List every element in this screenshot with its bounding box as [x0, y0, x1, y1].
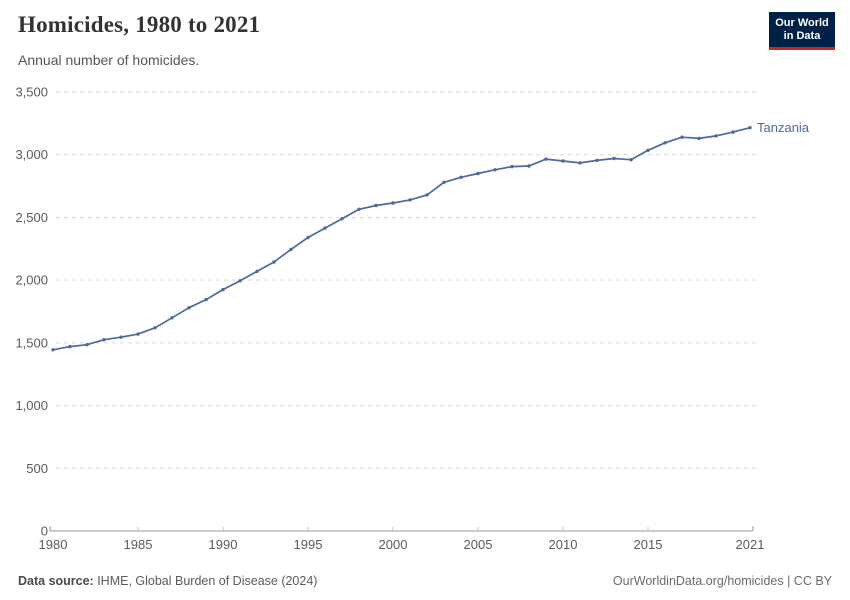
x-tick-label: 2000 [379, 537, 408, 552]
data-point[interactable] [425, 193, 429, 197]
data-point[interactable] [578, 161, 582, 165]
chart-title: Homicides, 1980 to 2021 [18, 12, 261, 37]
y-tick-label: 0 [41, 524, 48, 539]
data-point[interactable] [68, 344, 72, 349]
data-point[interactable] [255, 269, 259, 274]
y-tick-label: 1,500 [15, 335, 48, 350]
data-point[interactable] [102, 338, 106, 342]
data-point[interactable] [306, 235, 310, 240]
data-point[interactable] [663, 141, 667, 145]
x-tick-label: 2005 [464, 537, 493, 552]
license-note: OurWorldinData.org/homicides | CC BY [612, 574, 832, 588]
data-point[interactable] [119, 335, 123, 339]
data-point[interactable] [510, 164, 514, 169]
x-tick-label: 1995 [294, 537, 323, 552]
x-tick-label: 1990 [209, 537, 238, 552]
y-tick-label: 2,000 [15, 273, 48, 288]
x-tick-label: 2015 [634, 537, 663, 552]
data-point[interactable] [595, 158, 599, 163]
y-tick-label: 3,500 [15, 85, 48, 100]
data-source-label: Data source: [18, 574, 94, 588]
data-point[interactable] [714, 134, 718, 138]
data-point[interactable] [357, 207, 361, 211]
x-tick-label: 1980 [39, 537, 68, 552]
chart-footer: Data source: IHME, Global Burden of Dise… [18, 574, 832, 588]
x-tick-label: 2010 [549, 537, 578, 552]
owid-logo: Our World in Data [769, 12, 835, 50]
x-tick-label: 2021 [736, 537, 765, 552]
data-source-text: IHME, Global Burden of Disease (2024) [93, 574, 318, 588]
data-point[interactable] [680, 135, 684, 139]
data-point[interactable] [561, 159, 565, 163]
data-point[interactable] [204, 297, 208, 302]
data-point[interactable] [612, 156, 616, 161]
data-point[interactable] [153, 326, 157, 330]
chart-subtitle: Annual number of homicides. [18, 52, 200, 68]
y-tick-label: 500 [26, 461, 48, 476]
data-point[interactable] [527, 164, 531, 168]
data-point[interactable] [459, 175, 463, 179]
data-point[interactable] [544, 157, 548, 161]
logo-line-1: Our World [775, 16, 829, 29]
y-tick-label: 3,000 [15, 147, 48, 162]
series-label-tanzania[interactable]: Tanzania [757, 120, 810, 135]
data-point[interactable] [136, 332, 140, 336]
data-point[interactable] [51, 348, 55, 352]
data-point[interactable] [340, 217, 344, 221]
data-point[interactable] [629, 158, 633, 162]
y-tick-label: 2,500 [15, 210, 48, 225]
data-point[interactable] [697, 136, 701, 141]
x-tick-label: 1985 [124, 537, 153, 552]
data-source: Data source: IHME, Global Burden of Dise… [18, 574, 317, 588]
data-point[interactable] [493, 168, 497, 172]
logo-line-2: in Data [783, 29, 821, 42]
data-point[interactable] [646, 148, 650, 152]
data-point[interactable] [221, 287, 225, 292]
data-point[interactable] [238, 279, 242, 283]
data-point[interactable] [408, 198, 412, 202]
data-point[interactable] [289, 247, 293, 252]
data-point[interactable] [323, 226, 327, 230]
data-point[interactable] [391, 201, 395, 205]
data-point[interactable] [85, 343, 89, 347]
y-tick-label: 1,000 [15, 398, 48, 413]
data-point[interactable] [374, 203, 378, 208]
data-point[interactable] [731, 130, 735, 134]
data-point[interactable] [748, 126, 752, 130]
data-point[interactable] [187, 306, 191, 310]
data-point[interactable] [272, 260, 276, 264]
data-point[interactable] [476, 171, 480, 176]
data-point[interactable] [442, 180, 446, 184]
series-line-tanzania[interactable] [52, 126, 751, 351]
data-point[interactable] [170, 316, 174, 320]
